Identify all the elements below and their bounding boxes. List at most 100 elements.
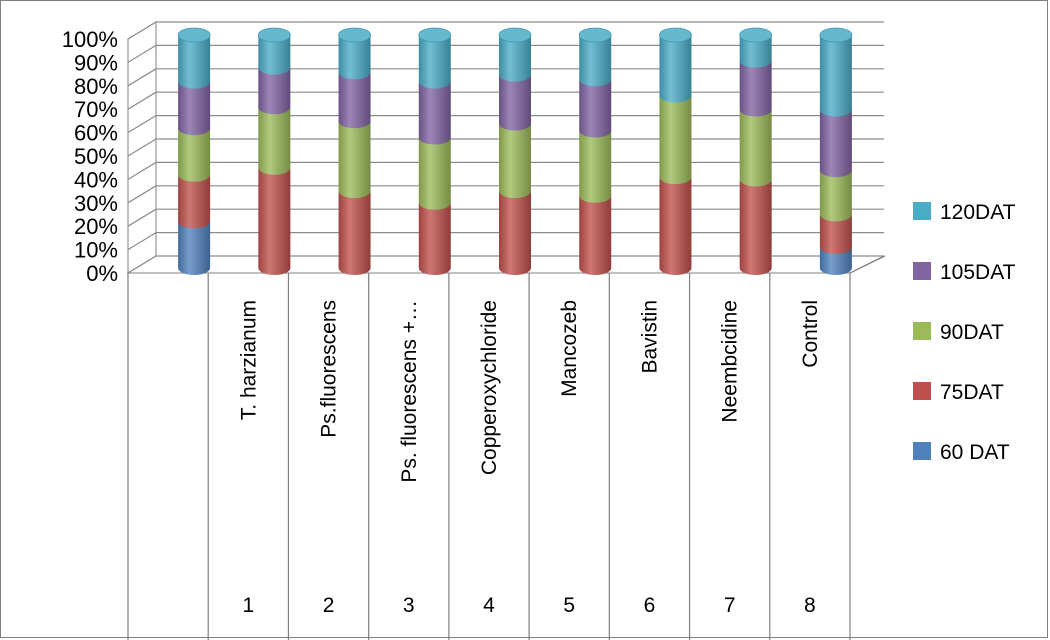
bar-segment [739, 179, 772, 276]
legend-swatch [913, 262, 931, 280]
bar-segment [178, 81, 211, 136]
category-number: 6 [644, 594, 656, 617]
y-tick-label: 100% [62, 27, 118, 52]
bar-segment [178, 174, 211, 229]
bars [177, 27, 853, 276]
gridline-side [127, 44, 157, 63]
legend-swatch [913, 442, 931, 460]
legend-label: 120DAT [940, 201, 1016, 224]
category-label: Ps.fluorescens [318, 300, 341, 438]
y-tick-label: 90% [74, 50, 118, 75]
category-label: Mancozeb [558, 300, 581, 397]
bar-segment [418, 35, 451, 89]
y-tick-label: 0% [86, 261, 118, 286]
bar-cap [819, 27, 853, 43]
gridline-side [127, 138, 157, 157]
bar-segment [659, 95, 692, 185]
category-number: 1 [242, 594, 254, 617]
category-label: Control [799, 300, 822, 368]
bar-segment [579, 130, 612, 203]
y-tick-label: 60% [74, 121, 118, 146]
bar-segment [579, 35, 612, 87]
category-number: 7 [724, 594, 736, 617]
bar-cap [418, 27, 452, 43]
legend-label: 105DAT [940, 261, 1016, 284]
category-number: 8 [804, 594, 816, 617]
bar-cap [338, 27, 371, 43]
bar-cap [659, 27, 692, 43]
legend: 120DAT 105DAT 90DAT 75DAT 60 DAT [913, 201, 1016, 464]
y-tick-label: 40% [74, 167, 118, 192]
gridline-side [127, 208, 157, 227]
bar-cap [498, 27, 532, 43]
gridline-side [127, 232, 157, 251]
bar-segment [659, 177, 692, 276]
gridline-side [127, 185, 157, 204]
legend-label: 75DAT [940, 381, 1004, 404]
legend-label: 60 DAT [940, 441, 1010, 464]
bar-segment [499, 35, 531, 82]
bar-segment [338, 191, 371, 276]
bar-segment [499, 74, 531, 131]
table-divider-depth [849, 255, 886, 274]
bar-cap [739, 27, 773, 43]
bar-segment [418, 81, 451, 145]
y-tick-label: 20% [74, 214, 118, 239]
y-tick-label: 80% [74, 74, 118, 99]
gridline-side [127, 68, 157, 87]
category-label: Neembcidine [719, 300, 742, 423]
gridline-side [127, 115, 157, 134]
category-label: Bavistin [638, 300, 661, 374]
bar-segment [338, 35, 371, 80]
gridline-side [127, 21, 157, 40]
legend-swatch [913, 382, 931, 400]
category-label: Copperoxychloride [478, 300, 501, 475]
category-number: 5 [563, 594, 575, 617]
category-number: 4 [483, 594, 495, 617]
bar-segment [178, 128, 211, 182]
bar-segment [258, 107, 291, 175]
y-axis: 0%10%20%30%40%50%60%70%80%90%100% [62, 27, 118, 286]
bar-segment [739, 60, 772, 117]
y-tick-label: 70% [74, 97, 118, 122]
bar-segment [819, 35, 852, 117]
gridline-side [127, 255, 157, 274]
gridline-side [127, 91, 157, 110]
bar-segment [258, 167, 291, 276]
y-tick-label: 30% [74, 191, 118, 216]
bar-cap [257, 27, 291, 43]
bar-segment [258, 35, 291, 75]
bar-segment [659, 35, 692, 103]
bar-segment [819, 214, 852, 255]
bar-segment [579, 79, 612, 138]
bar-segment [819, 109, 852, 178]
bar-segment [499, 123, 531, 199]
bar-segment [739, 35, 772, 68]
bar-cap [177, 27, 211, 43]
bar-segment [338, 72, 371, 129]
bar-segment [739, 109, 772, 187]
bar-segment [178, 221, 211, 276]
category-label: T. harzianum [237, 300, 260, 420]
bar-segment [819, 247, 852, 276]
category-number: 2 [323, 594, 335, 617]
category-label: Ps. fluorescens +… [398, 300, 421, 483]
y-tick-label: 10% [74, 238, 118, 263]
y-tick-label: 50% [74, 144, 118, 169]
legend-swatch [913, 202, 931, 220]
bar-cap [578, 27, 612, 43]
bar-segment [418, 137, 451, 210]
bar-segment [178, 35, 211, 89]
bar-segment [338, 121, 371, 199]
bar-segment [499, 191, 531, 275]
category-table: T. harzianum 1 Ps.fluorescens 2 Ps. fluoresc… [127, 255, 886, 640]
legend-swatch [913, 322, 931, 340]
category-number: 3 [403, 594, 415, 617]
gridline-side [127, 161, 157, 180]
bar-segment [258, 67, 291, 115]
bar-segment [819, 170, 852, 222]
bar-segment [579, 195, 612, 276]
bar-segment [418, 202, 451, 276]
